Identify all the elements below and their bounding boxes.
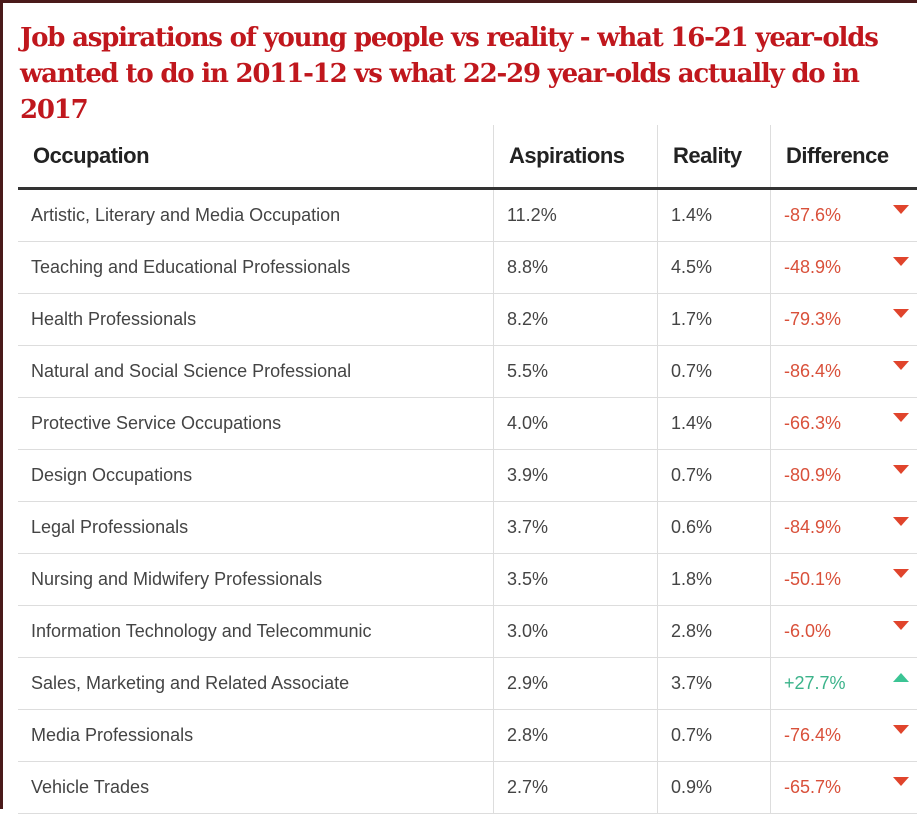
difference-cell: -86.4% <box>771 346 917 398</box>
occupation-cell: Vehicle Trades <box>18 762 494 814</box>
reality-cell: 1.4% <box>658 189 771 242</box>
reality-cell: 2.8% <box>658 606 771 658</box>
aspirations-cell: 3.0% <box>494 606 658 658</box>
difference-value: -84.9% <box>784 517 841 537</box>
occupation-cell: Health Professionals <box>18 294 494 346</box>
triangle-down-icon <box>893 205 909 214</box>
occupation-cell: Media Professionals <box>18 710 494 762</box>
difference-cell: -66.3% <box>771 398 917 450</box>
triangle-down-icon <box>893 569 909 578</box>
reality-cell: 0.9% <box>658 762 771 814</box>
triangle-down-icon <box>893 517 909 526</box>
table-header-row: Occupation Aspirations Reality Differenc… <box>18 125 917 189</box>
occupation-cell: Teaching and Educational Professionals <box>18 242 494 294</box>
reality-cell: 0.7% <box>658 346 771 398</box>
difference-cell: -76.4% <box>771 710 917 762</box>
difference-cell: -48.9% <box>771 242 917 294</box>
header-reality[interactable]: Reality <box>658 125 771 189</box>
difference-value: +27.7% <box>784 673 846 693</box>
occupation-cell: Design Occupations <box>18 450 494 502</box>
difference-cell: -50.1% <box>771 554 917 606</box>
difference-cell: -84.9% <box>771 502 917 554</box>
triangle-down-icon <box>893 777 909 786</box>
triangle-down-icon <box>893 725 909 734</box>
difference-cell: -79.3% <box>771 294 917 346</box>
difference-value: -76.4% <box>784 725 841 745</box>
occupation-cell: Information Technology and Telecommunic <box>18 606 494 658</box>
occupation-cell: Nursing and Midwifery Professionals <box>18 554 494 606</box>
difference-value: -6.0% <box>784 621 831 641</box>
reality-cell: 1.8% <box>658 554 771 606</box>
occupation-table: Occupation Aspirations Reality Differenc… <box>18 125 917 814</box>
header-difference[interactable]: Difference <box>771 125 917 189</box>
aspirations-cell: 8.8% <box>494 242 658 294</box>
difference-cell: -65.7% <box>771 762 917 814</box>
reality-cell: 4.5% <box>658 242 771 294</box>
triangle-down-icon <box>893 413 909 422</box>
difference-value: -50.1% <box>784 569 841 589</box>
difference-value: -86.4% <box>784 361 841 381</box>
aspirations-cell: 2.9% <box>494 658 658 710</box>
difference-cell: +27.7% <box>771 658 917 710</box>
aspirations-cell: 2.7% <box>494 762 658 814</box>
aspirations-cell: 5.5% <box>494 346 658 398</box>
difference-value: -48.9% <box>784 257 841 277</box>
triangle-down-icon <box>893 621 909 630</box>
page-title: Job aspirations of young people vs reali… <box>20 20 910 128</box>
triangle-down-icon <box>893 465 909 474</box>
aspirations-cell: 11.2% <box>494 189 658 242</box>
reality-cell: 0.7% <box>658 710 771 762</box>
aspirations-cell: 8.2% <box>494 294 658 346</box>
difference-cell: -80.9% <box>771 450 917 502</box>
difference-value: -79.3% <box>784 309 841 329</box>
triangle-up-icon <box>893 673 909 682</box>
occupation-cell: Protective Service Occupations <box>18 398 494 450</box>
aspirations-cell: 3.9% <box>494 450 658 502</box>
triangle-down-icon <box>893 309 909 318</box>
header-occupation[interactable]: Occupation <box>18 125 494 189</box>
reality-cell: 1.4% <box>658 398 771 450</box>
triangle-down-icon <box>893 361 909 370</box>
difference-value: -87.6% <box>784 205 841 225</box>
occupation-cell: Natural and Social Science Professional <box>18 346 494 398</box>
reality-cell: 3.7% <box>658 658 771 710</box>
difference-value: -80.9% <box>784 465 841 485</box>
reality-cell: 1.7% <box>658 294 771 346</box>
occupation-cell: Sales, Marketing and Related Associate <box>18 658 494 710</box>
occupation-cell: Artistic, Literary and Media Occupation <box>18 189 494 242</box>
aspirations-cell: 4.0% <box>494 398 658 450</box>
aspirations-cell: 3.7% <box>494 502 658 554</box>
triangle-down-icon <box>893 257 909 266</box>
aspirations-cell: 3.5% <box>494 554 658 606</box>
reality-cell: 0.6% <box>658 502 771 554</box>
occupation-cell: Legal Professionals <box>18 502 494 554</box>
difference-cell: -6.0% <box>771 606 917 658</box>
difference-cell: -87.6% <box>771 189 917 242</box>
aspirations-cell: 2.8% <box>494 710 658 762</box>
header-aspirations[interactable]: Aspirations <box>494 125 658 189</box>
difference-value: -65.7% <box>784 777 841 797</box>
reality-cell: 0.7% <box>658 450 771 502</box>
difference-value: -66.3% <box>784 413 841 433</box>
